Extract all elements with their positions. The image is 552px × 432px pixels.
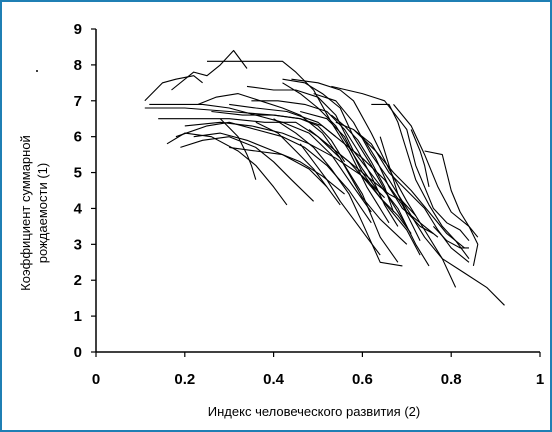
series-line-25 [371, 103, 470, 260]
y-tick-label: 0 [74, 344, 82, 361]
series-line-32 [282, 82, 381, 195]
series-line-13 [246, 85, 430, 267]
x-tick-label: 1 [536, 371, 544, 388]
series-line-31 [361, 136, 439, 238]
series-line-14 [291, 78, 457, 288]
series-line-21 [308, 129, 421, 256]
series-line-28 [424, 150, 479, 267]
series-line-35 [193, 132, 345, 195]
x-tick-label: 0.4 [263, 371, 285, 388]
series-line-27 [410, 129, 430, 188]
y-tick-label: 7 [74, 93, 82, 110]
series-line-5 [149, 103, 372, 213]
series-line-33 [229, 103, 421, 241]
series-line-24 [353, 129, 465, 249]
series-line-34 [184, 121, 385, 199]
series-line-9 [180, 136, 314, 202]
series-line-37 [251, 100, 399, 227]
series-line-20 [299, 143, 381, 256]
x-axis-ticks: 0 0.2 0.4 0.6 0.8 1 [92, 352, 544, 388]
x-tick-label: 0.2 [174, 371, 195, 388]
series-line-1 [144, 75, 203, 102]
x-tick-label: 0.6 [352, 371, 373, 388]
series-line-2 [171, 49, 248, 91]
y-tick-label: 5 [74, 165, 82, 182]
series-line-36 [211, 110, 346, 163]
plot-lines [144, 49, 505, 306]
x-tick-label: 0.8 [441, 371, 462, 388]
series-line-10 [166, 132, 288, 206]
y-tick-label: 2 [74, 272, 82, 289]
y-axis-ticks: 0 1 2 3 4 5 6 7 8 9 [74, 21, 96, 361]
series-line-26 [393, 104, 479, 238]
series-line-29 [432, 226, 469, 249]
x-tick-label: 0 [92, 371, 100, 388]
series-line-15 [313, 93, 505, 306]
y-tick-label: 6 [74, 129, 82, 146]
series-line-23 [335, 121, 470, 263]
series-line-22 [331, 85, 470, 242]
series-line-8 [175, 121, 372, 224]
series-line-7 [158, 118, 399, 263]
x-axis-label: Индекс человеческого развития (2) [208, 404, 420, 419]
series-line-12 [197, 93, 408, 245]
stray-dot [36, 70, 38, 72]
y-tick-label: 9 [74, 21, 82, 38]
y-tick-label: 8 [74, 57, 82, 74]
series-line-17 [273, 118, 403, 267]
y-axis-label-line1: Коэффициент суммарной [18, 135, 33, 291]
y-tick-label: 3 [74, 236, 82, 253]
series-line-4 [282, 78, 408, 227]
series-line-38 [330, 114, 395, 213]
y-tick-label: 1 [74, 308, 82, 325]
y-axis-label-line2: рождаемости (1) [35, 163, 50, 263]
series-line-30 [339, 154, 417, 216]
series-line-39 [379, 136, 434, 235]
series-line-11 [219, 118, 257, 180]
y-tick-label: 4 [74, 200, 83, 217]
